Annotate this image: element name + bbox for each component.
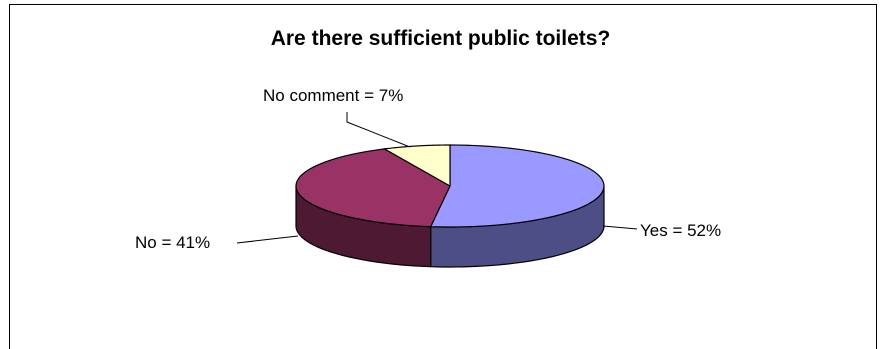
data-label-no-comment: No comment = 7% bbox=[263, 86, 403, 105]
pie-chart: Yes = 52% No = 41% No comment = 7% bbox=[135, 86, 721, 268]
chart-title: Are there sufficient public toilets? bbox=[270, 27, 611, 50]
pie-slice-no-comment bbox=[383, 144, 451, 187]
leader-line-no-comment bbox=[346, 112, 411, 148]
data-label-no: No = 41% bbox=[135, 233, 210, 252]
pie-tops bbox=[295, 144, 605, 228]
data-label-yes: Yes = 52% bbox=[640, 221, 721, 240]
leader-line-no bbox=[236, 235, 299, 244]
pie-slice-yes bbox=[430, 144, 605, 228]
pie-slice-no bbox=[295, 148, 451, 228]
leader-line-yes bbox=[602, 225, 638, 230]
pie-leaders bbox=[236, 112, 638, 244]
